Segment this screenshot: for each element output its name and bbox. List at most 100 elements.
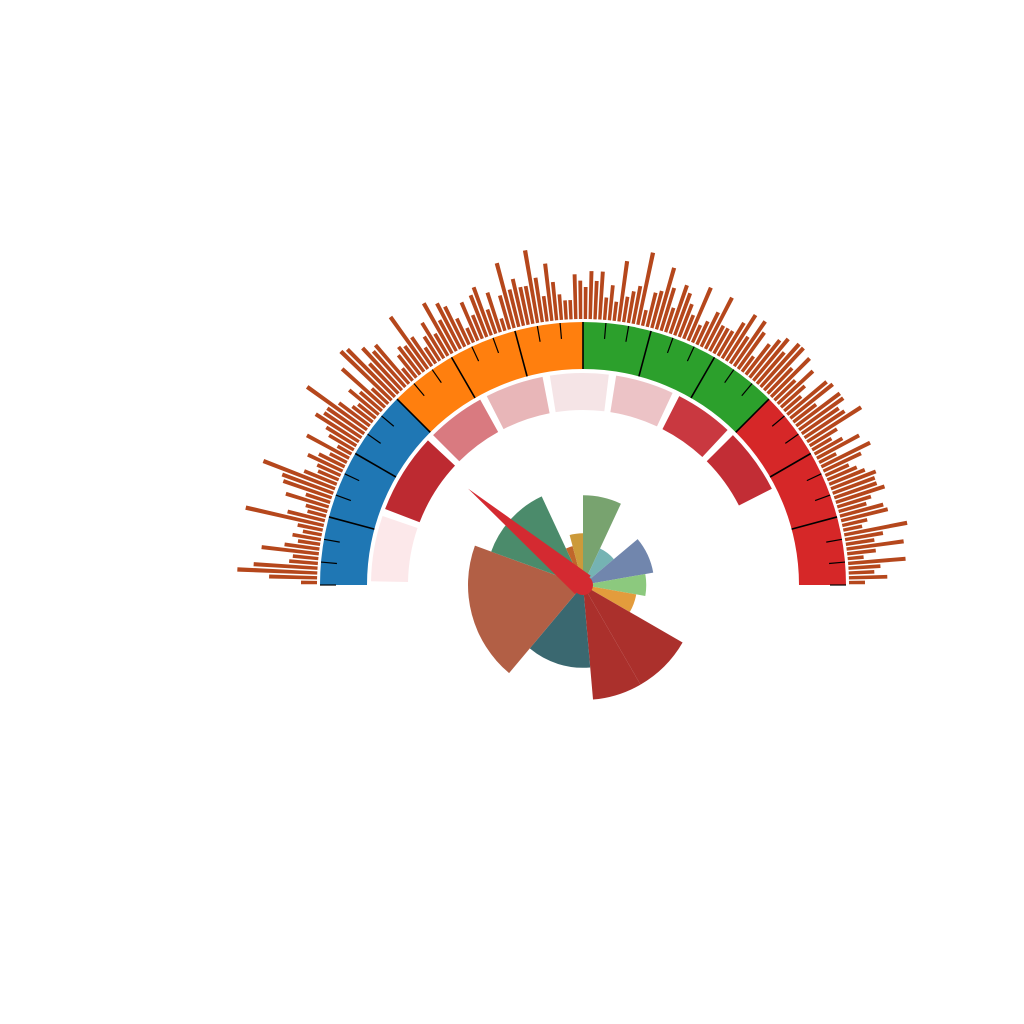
outer-bar	[357, 402, 377, 420]
outer-bar	[578, 280, 583, 320]
outer-bar	[318, 452, 346, 469]
outer-bar	[816, 433, 861, 460]
major-tick	[769, 452, 812, 478]
minor-tick	[666, 337, 674, 354]
major-tick	[354, 452, 397, 478]
needle-group	[468, 488, 593, 595]
outer-bar	[838, 501, 867, 514]
gauge-band-3	[735, 399, 846, 585]
minor-tick	[413, 383, 425, 397]
rose-wedge-3	[583, 574, 647, 596]
outer-bar	[826, 465, 858, 482]
minor-tick	[536, 325, 541, 342]
outer-bar	[339, 349, 393, 402]
outer-bar	[401, 367, 414, 382]
gauge-band-0	[320, 399, 431, 585]
outer-bar	[494, 262, 516, 329]
outer-bar	[351, 404, 374, 424]
minor-tick	[784, 433, 799, 444]
outer-bar	[673, 292, 693, 336]
outer-bar	[329, 452, 348, 465]
outer-bar	[612, 301, 619, 322]
outer-bar	[631, 285, 643, 325]
middle-segment-3	[486, 376, 550, 430]
outer-bar	[803, 409, 846, 440]
minor-tick	[367, 433, 382, 444]
outer-bar	[340, 367, 387, 409]
outer-bar	[421, 302, 454, 355]
outer-bar	[840, 507, 889, 523]
minor-tick	[826, 538, 843, 543]
outer-bar	[847, 555, 864, 561]
rose-wedge-2	[583, 539, 654, 585]
outer-bar	[435, 302, 463, 350]
outer-bar	[437, 319, 458, 352]
outer-bar	[533, 277, 544, 323]
outer-bar	[297, 539, 321, 546]
outer-bar	[287, 509, 326, 523]
outer-bar	[507, 289, 521, 328]
outer-bar	[471, 286, 493, 336]
outer-bar	[361, 346, 404, 392]
outer-bar	[792, 403, 818, 424]
outer-bar	[833, 481, 878, 500]
outer-bar	[712, 327, 730, 355]
outer-bar	[557, 294, 564, 321]
minor-tick	[829, 561, 846, 565]
outer-bar	[703, 296, 734, 350]
minor-tick	[471, 346, 480, 362]
outer-bar	[302, 529, 323, 537]
outer-bar	[808, 427, 838, 448]
outer-bar	[845, 538, 875, 546]
outer-bar	[543, 263, 554, 322]
outer-bar	[699, 311, 720, 348]
outer-bar	[773, 379, 797, 402]
outer-bar	[740, 355, 755, 373]
outer-bar	[285, 491, 330, 509]
outer-bars-group	[237, 250, 908, 585]
middle-segment-7	[706, 435, 772, 506]
outer-bar	[759, 342, 801, 389]
outer-bar	[798, 396, 845, 432]
outer-bar	[820, 440, 871, 469]
outer-bar	[786, 380, 828, 416]
outer-bar	[645, 292, 658, 328]
outer-bar	[368, 362, 400, 395]
outer-bar	[459, 301, 480, 342]
outer-bar	[470, 314, 484, 340]
minor-tick	[559, 322, 563, 339]
outer-bar	[307, 452, 344, 473]
outer-bar	[776, 369, 815, 406]
minor-tick	[320, 561, 337, 565]
middle-segment-2	[433, 399, 499, 462]
outer-bar	[305, 385, 368, 432]
outer-bar	[822, 451, 862, 473]
outer-bar	[316, 463, 342, 478]
outer-bar	[593, 280, 599, 320]
outer-bar	[724, 313, 758, 362]
major-tick	[396, 398, 431, 433]
rose-wedge-8	[468, 545, 583, 674]
outer-bar	[348, 388, 380, 416]
outer-bar	[843, 520, 908, 537]
outer-bar	[728, 335, 750, 365]
outer-bar	[455, 317, 471, 346]
outer-bar	[297, 523, 324, 532]
outer-bar	[588, 271, 594, 320]
outer-bar	[779, 384, 807, 409]
outer-bar	[841, 517, 868, 528]
outer-bar	[650, 290, 664, 329]
outer-bar	[284, 542, 320, 551]
needle-hub	[573, 575, 593, 595]
outer-bar	[824, 463, 850, 478]
outer-bar	[828, 468, 866, 486]
minor-tick	[381, 415, 395, 427]
outer-bar	[607, 285, 615, 321]
gauge-needle	[468, 488, 591, 595]
outer-bar	[289, 559, 319, 566]
outer-bar	[848, 564, 881, 570]
major-tick	[638, 330, 652, 377]
gauge-band-1	[397, 322, 583, 433]
outer-bar	[326, 406, 366, 436]
